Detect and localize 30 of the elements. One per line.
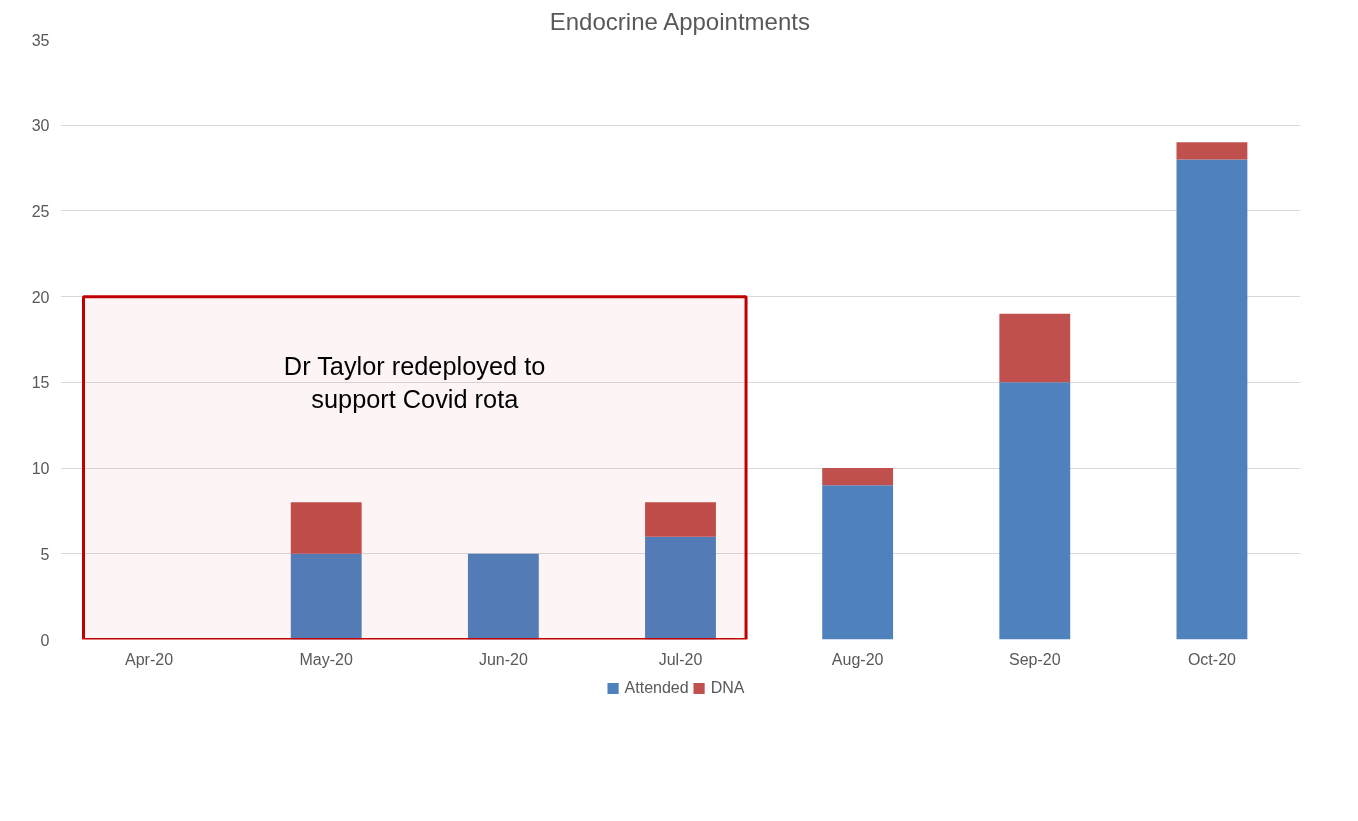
legend-label: DNA [710, 679, 745, 697]
x-tick-label: Sep-20 [1008, 650, 1061, 668]
y-tick-label: 0 [40, 631, 50, 649]
legend-label: Attended [624, 679, 689, 697]
bar [645, 502, 716, 537]
y-tick-label: 10 [31, 460, 50, 478]
bar [290, 502, 362, 554]
bar [290, 553, 362, 640]
x-tick-label: Aug-20 [831, 650, 884, 668]
bar [467, 553, 539, 640]
bar [1176, 159, 1248, 640]
y-tick-label: 20 [31, 288, 50, 306]
band-label: Dr Taylor redeployed to support Covid rota [283, 351, 546, 414]
x-tick-label: May-20 [299, 650, 353, 668]
y-tick-label: 35 [31, 31, 50, 49]
chart-title: Endocrine Appointments [549, 7, 810, 35]
bar [1176, 142, 1248, 160]
y-tick-label: 25 [31, 202, 50, 220]
bar [822, 468, 894, 486]
x-tick-label: Jul-20 [658, 650, 703, 668]
bar [999, 382, 1071, 640]
bar [645, 536, 716, 640]
y-tick-label: 30 [31, 117, 50, 135]
x-tick-label: Apr-20 [125, 650, 174, 668]
y-tick-label: 5 [40, 545, 50, 563]
x-tick-label: Jun-20 [478, 650, 528, 668]
x-tick-label: Oct-20 [1187, 650, 1237, 668]
y-tick-label: 15 [31, 374, 50, 392]
bar [822, 485, 894, 640]
bar [999, 313, 1071, 383]
